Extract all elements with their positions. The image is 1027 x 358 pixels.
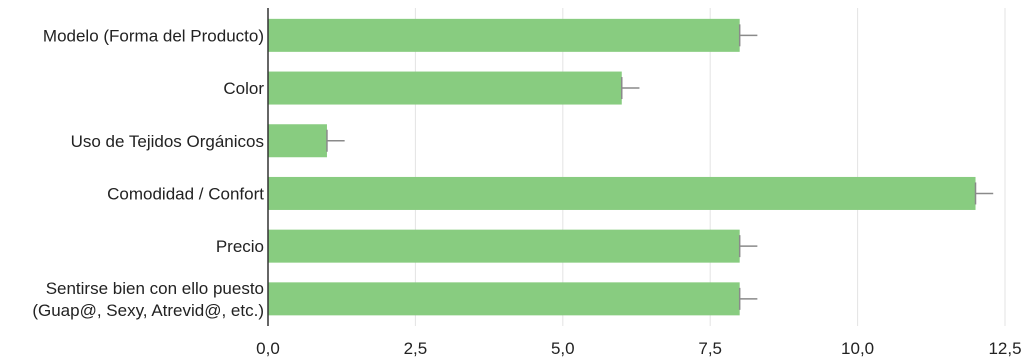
bar — [268, 71, 622, 105]
grid-lines — [414, 8, 1006, 326]
x-tick-label: 5,0 — [551, 339, 575, 358]
x-tick-label: 12,5 — [988, 339, 1021, 358]
bar — [268, 176, 976, 210]
category-label: Color — [223, 79, 264, 98]
category-label: Comodidad / Confort — [107, 184, 264, 203]
category-label: Precio — [216, 237, 264, 256]
bar — [268, 18, 740, 52]
x-tick-label: 0,0 — [256, 339, 280, 358]
bars — [268, 18, 976, 316]
x-tick-label: 2,5 — [404, 339, 428, 358]
x-tick-labels: 0,0 2,5 5,0 7,5 10,0 12,5 — [256, 339, 1021, 358]
category-label: Modelo (Forma del Producto) — [43, 26, 264, 45]
bar — [268, 229, 740, 263]
x-tick-label: 7,5 — [698, 339, 722, 358]
category-label: Sentirse bien con ello puesto — [46, 279, 264, 298]
error-bars — [326, 24, 994, 310]
x-tick-label: 10,0 — [841, 339, 874, 358]
category-label: (Guap@, Sexy, Atrevid@, etc.) — [32, 301, 264, 320]
category-label: Uso de Tejidos Orgánicos — [71, 132, 264, 151]
bar — [268, 282, 740, 316]
category-labels: Modelo (Forma del Producto) Color Uso de T… — [32, 26, 264, 320]
bar — [268, 124, 327, 158]
